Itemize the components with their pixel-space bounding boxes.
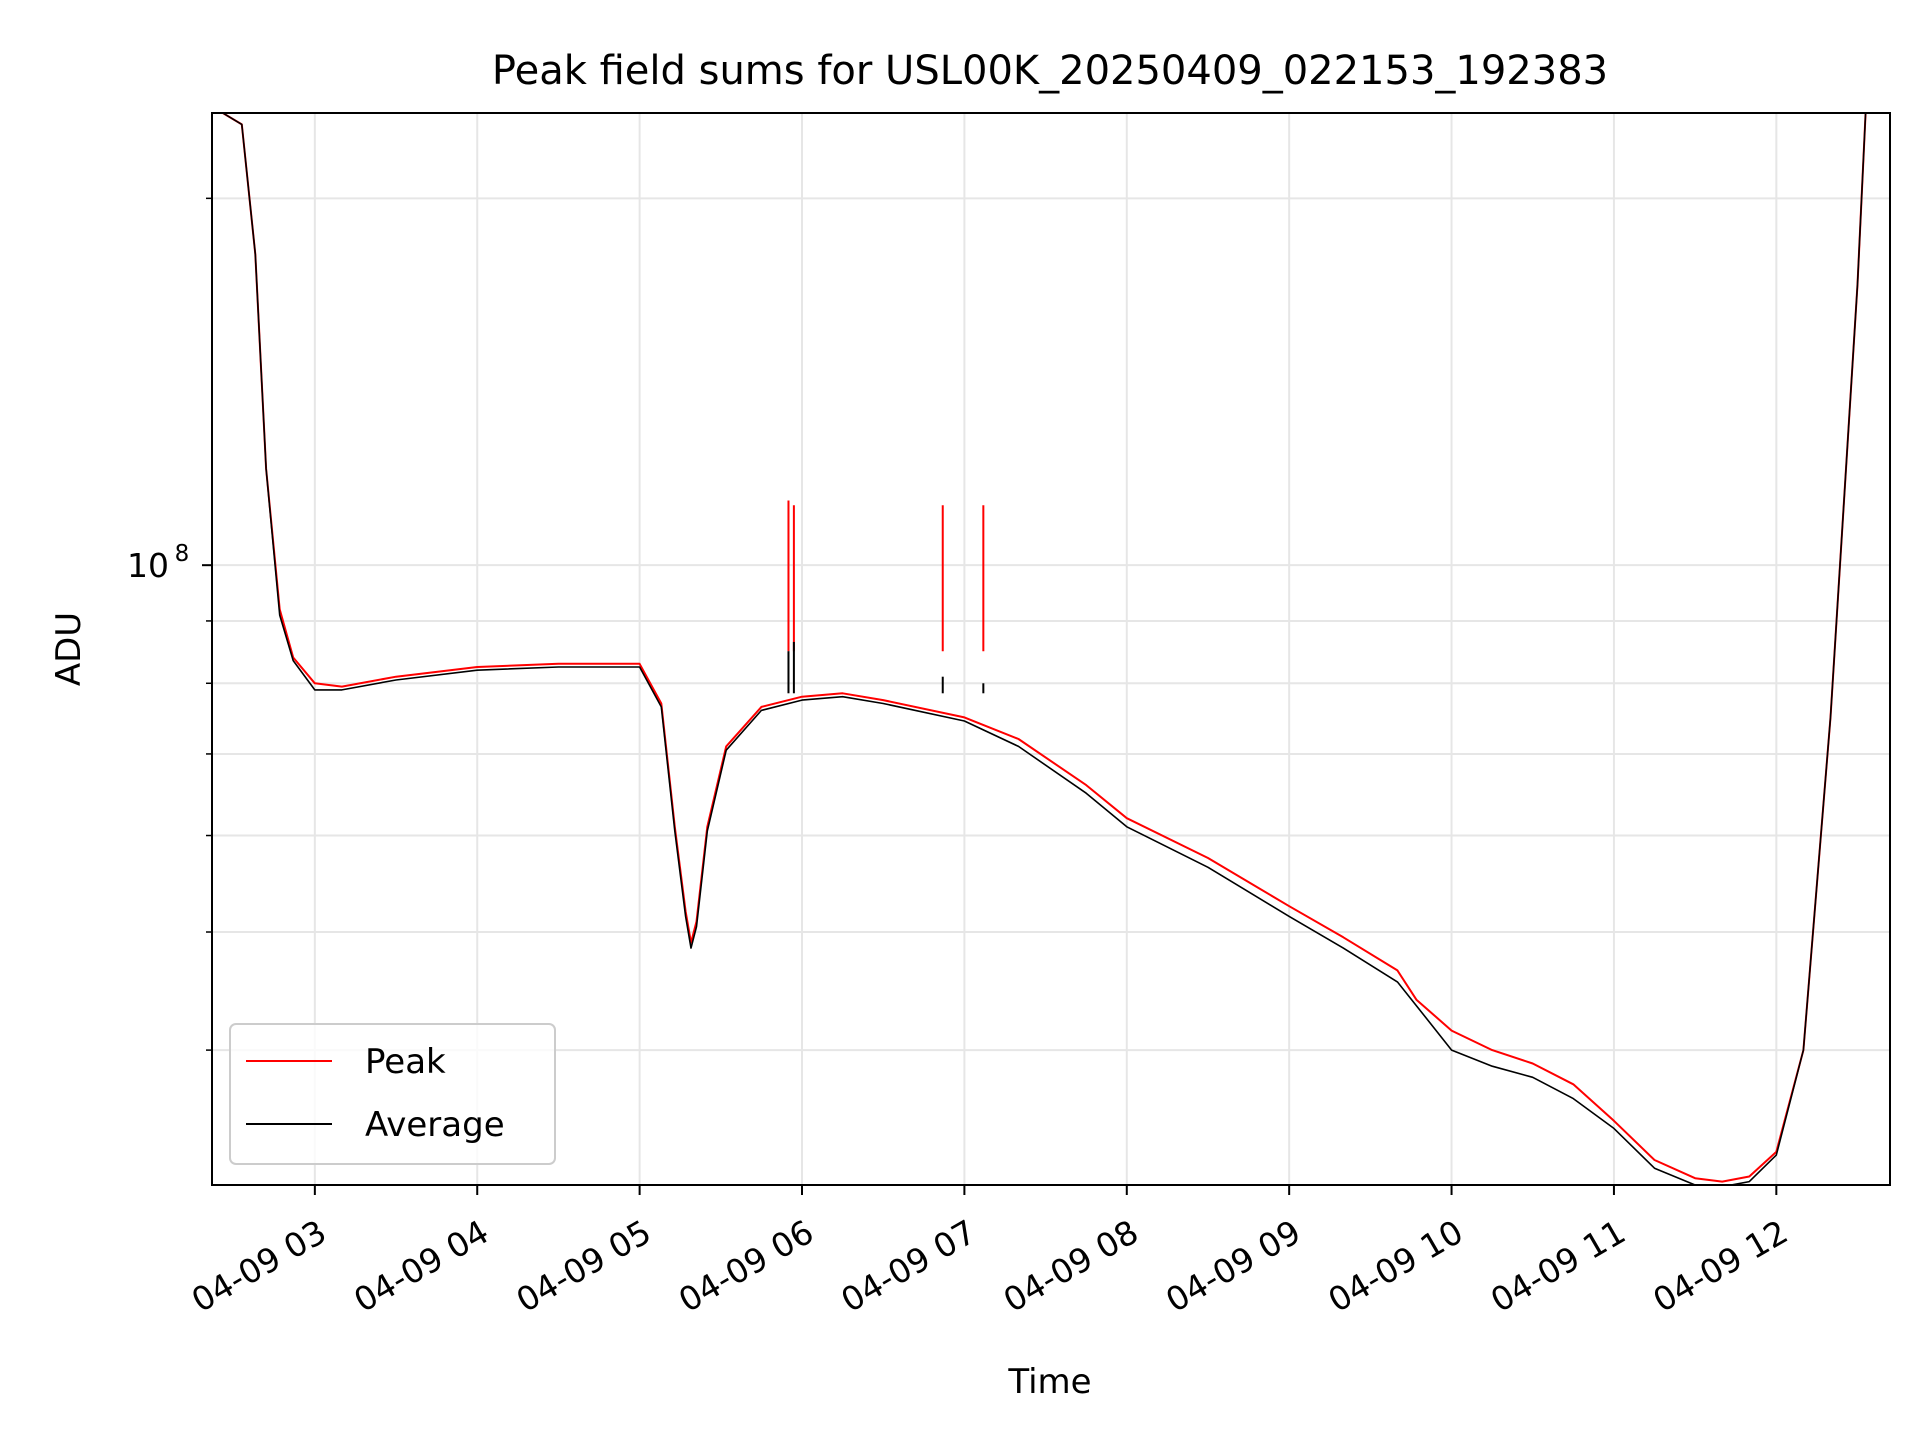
chart-title: Peak field sums for USL00K_20250409_0221…: [492, 48, 1608, 94]
legend-box: [229, 1023, 556, 1165]
y-tick-label-base: 10: [127, 546, 169, 585]
y-tick-label-exponent: 8: [175, 541, 190, 567]
x-axis-label: Time: [1007, 1362, 1091, 1402]
plot-lines: [212, 113, 1867, 1185]
legend: Peak Average: [229, 1023, 556, 1165]
grid: [212, 113, 1890, 1185]
plot-frame: [211, 112, 1891, 1186]
legend-label-peak: Peak: [365, 1042, 446, 1082]
legend-label-average: Average: [365, 1105, 505, 1145]
series-line-peak: [212, 113, 1867, 1183]
y-axis-label: ADU: [49, 612, 89, 686]
series-group: [212, 113, 1867, 1185]
series-line-average: [212, 113, 1867, 1185]
